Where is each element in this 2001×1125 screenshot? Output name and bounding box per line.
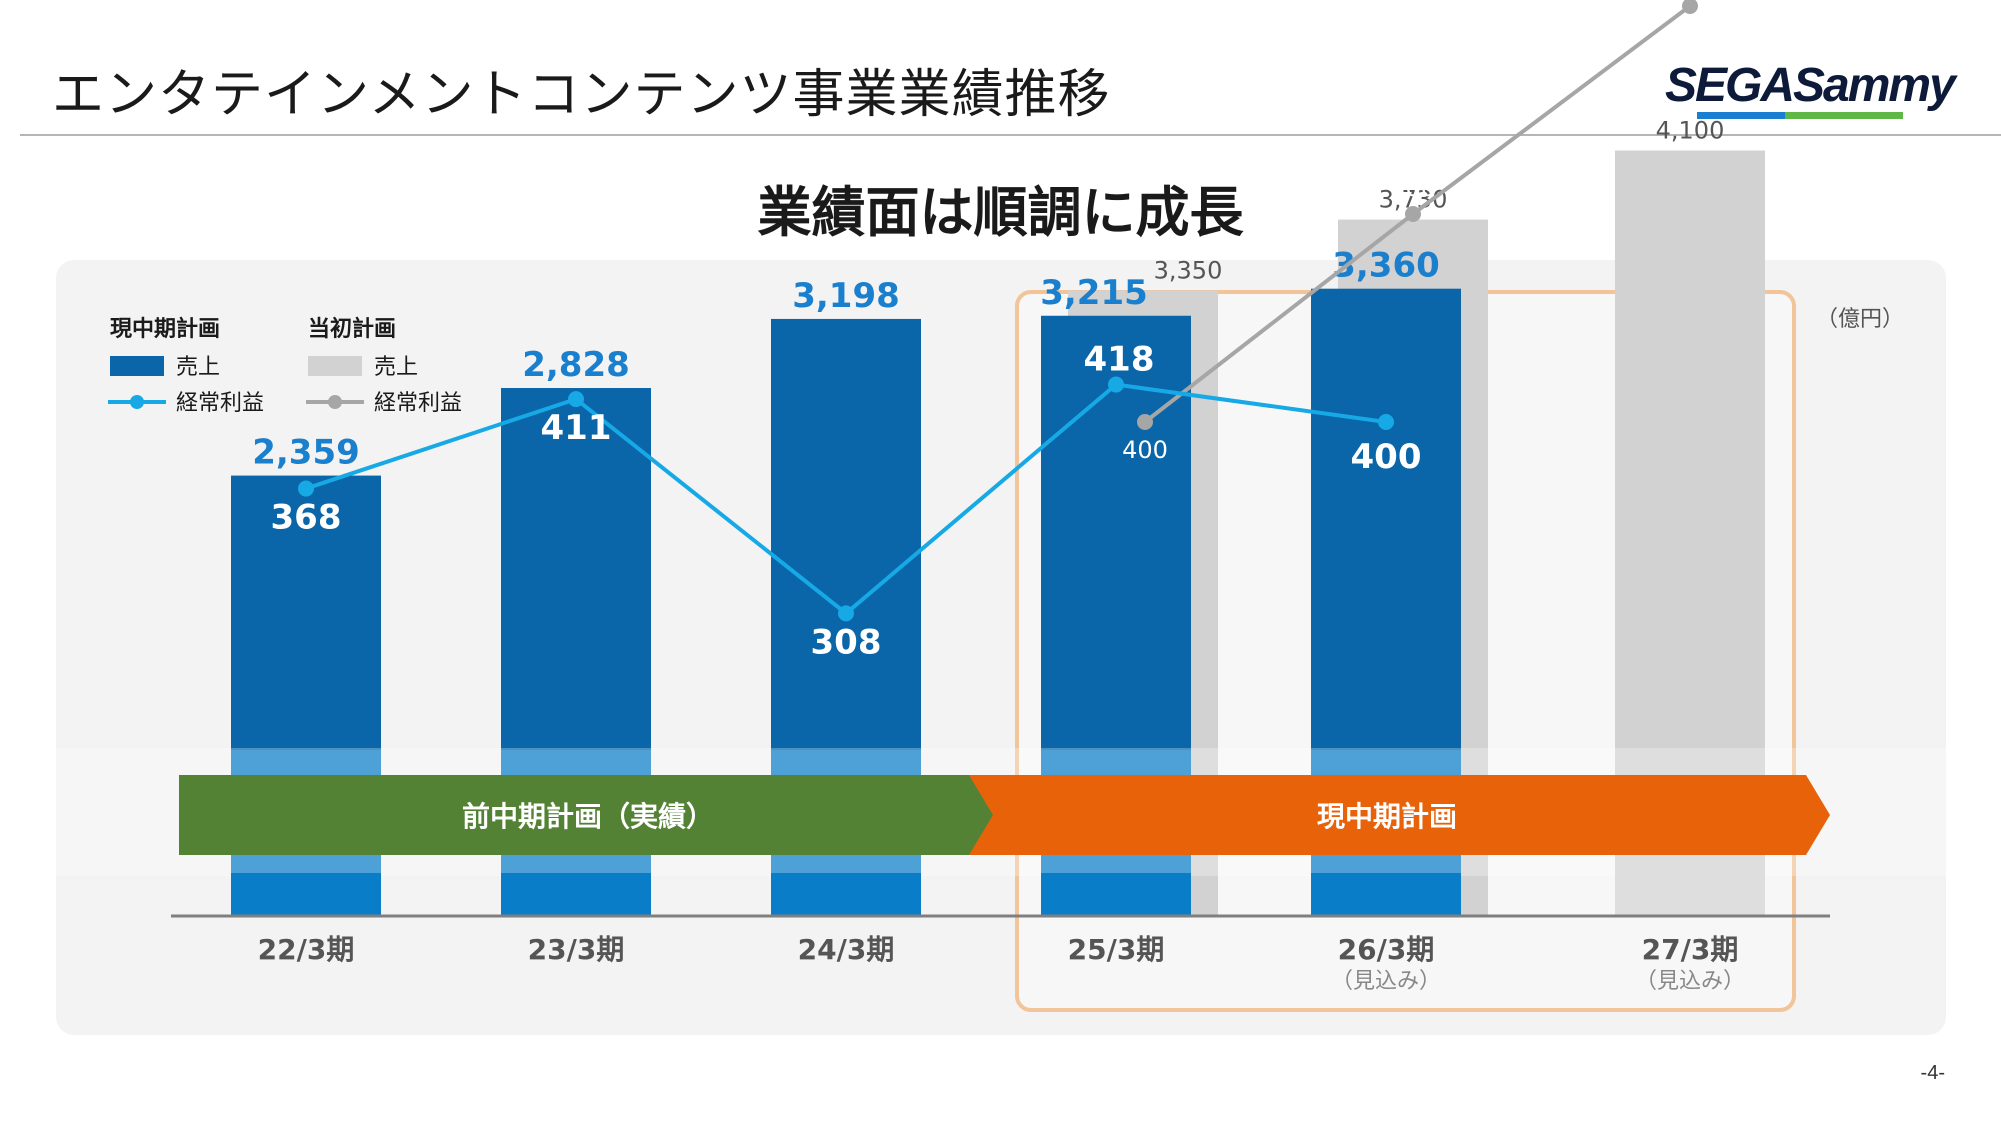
current-profit-value-label: 400	[1351, 437, 1422, 477]
current-profit-point	[298, 480, 314, 497]
phase-label-previous: 前中期計画（実績）	[462, 800, 714, 833]
initial-sales-bar-base	[1615, 873, 1765, 916]
current-profit-value-label: 411	[541, 408, 612, 448]
legend-group-initial: 当初計画	[308, 316, 396, 342]
unit-label: （億円）	[1816, 307, 1904, 332]
x-tick-label: 25/3期	[1068, 933, 1165, 966]
current-sales-bar-base	[1041, 873, 1191, 916]
legend-initial-profit-marker	[328, 395, 342, 409]
current-profit-value-label: 308	[811, 622, 882, 662]
current-profit-point	[1378, 414, 1394, 430]
legend-initial-profit-label: 経常利益	[374, 391, 462, 416]
legend-group-current: 現中期計画	[110, 316, 220, 342]
initial-profit-value-label: 400	[1122, 436, 1168, 464]
initial-sales-value-label: 3,350	[1154, 257, 1223, 285]
legend-current-profit-label: 経常利益	[176, 391, 264, 416]
logo-text: SEGASammy	[1665, 59, 1956, 112]
x-tick-label: 22/3期	[258, 933, 355, 966]
current-profit-value-label: 368	[271, 498, 342, 538]
current-sales-bar-base	[231, 873, 381, 916]
current-sales-value-label: 3,215	[1040, 273, 1148, 313]
initial-profit-value-label: 500	[1390, 174, 1436, 202]
current-profit-point	[568, 391, 584, 408]
initial-profit-point	[1137, 414, 1153, 430]
x-tick-label: 26/3期	[1338, 933, 1435, 966]
logo-bar-green	[1785, 112, 1903, 119]
x-tick-label: 23/3期	[528, 933, 625, 966]
current-profit-point	[1108, 376, 1124, 393]
page-number: -4-	[1920, 1062, 1945, 1084]
phase-arrow-previous	[179, 775, 997, 855]
current-sales-value-label: 2,828	[522, 345, 630, 385]
current-sales-bar-base	[501, 873, 651, 916]
title-divider	[20, 134, 2001, 136]
legend-initial-sales-label: 売上	[374, 355, 418, 380]
x-tick-note: （見込み）	[1635, 969, 1745, 994]
phase-arrow-current	[969, 775, 1830, 855]
legend-current-sales-swatch	[110, 356, 164, 376]
initial-profit-point	[1405, 206, 1421, 222]
phase-label-current: 現中期計画	[1317, 800, 1457, 833]
current-sales-value-label: 2,359	[252, 433, 360, 473]
page-title: エンタテインメントコンテンツ事業業績推移	[52, 65, 1111, 125]
current-profit-point	[838, 605, 854, 622]
current-sales-value-label: 3,198	[792, 276, 900, 316]
current-sales-value-label: 3,360	[1332, 246, 1440, 286]
legend-current-sales-label: 売上	[176, 355, 220, 380]
logo-bar-blue	[1697, 112, 1785, 119]
current-sales-bar-base	[1311, 873, 1461, 916]
x-tick-label: 27/3期	[1642, 933, 1739, 966]
segasammy-logo: SEGASammy	[1665, 60, 1956, 120]
headline: 業績面は順調に成長	[757, 181, 1244, 244]
x-tick-note: （見込み）	[1331, 969, 1441, 994]
initial-profit-point	[1682, 0, 1698, 14]
current-sales-bar-base	[771, 873, 921, 916]
legend-initial-sales-swatch	[308, 356, 362, 376]
current-profit-value-label: 418	[1084, 340, 1155, 380]
initial-sales-value-label: 4,100	[1656, 117, 1725, 145]
x-tick-label: 24/3期	[798, 933, 895, 966]
legend-current-profit-marker	[130, 395, 144, 409]
